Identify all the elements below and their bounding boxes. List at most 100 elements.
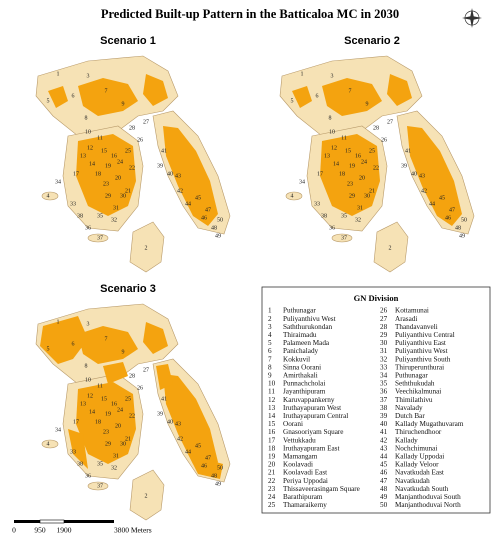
division-number: 18 [268,444,276,452]
division-number: 49 [380,493,388,501]
map-label: 47 [449,207,455,213]
division-number: 38 [380,404,388,412]
division-number: 22 [268,477,276,485]
map-label: 16 [355,153,361,159]
map-label: 18 [339,171,345,177]
map-label: 39 [157,411,163,417]
division-name: Thandavanveli [395,323,438,331]
legend-title: GN Division [354,293,399,303]
map-label: 26 [137,385,143,391]
division-name: Navatkudah East [395,469,444,477]
division-number: 8 [268,363,272,371]
scale-label: 0 [12,526,16,535]
map-label: 14 [89,409,95,415]
map-label: 3 [331,73,334,79]
division-number: 30 [380,339,388,347]
division-number: 5 [268,339,272,347]
division-name: Navalady [395,404,423,412]
map-label: 13 [324,153,330,159]
map-label: 39 [157,163,163,169]
map-label: 3 [87,73,90,79]
map-label: 2 [145,493,148,499]
north-arrow [462,8,482,28]
map-label: 37 [97,483,103,489]
map-label: 6 [72,341,75,347]
map-label: 43 [175,173,181,179]
map-label: 19 [105,411,111,417]
map-label: 45 [195,443,201,449]
division-number: 34 [380,371,388,379]
division-name: Puthunagar [283,307,316,315]
division-name: Iruthayapuram East [283,444,339,452]
division-name: Koolavadi East [283,469,327,477]
map-label: 20 [115,423,121,429]
map-label: 19 [349,163,355,169]
map-label: 23 [103,429,109,435]
map-label: 50 [217,465,223,471]
map-label: 48 [211,473,217,479]
map-label: 48 [211,225,217,231]
map-label: 41 [161,396,167,402]
map-label: 15 [345,148,351,154]
map-label: 11 [97,135,103,141]
map-label: 33 [314,201,320,207]
map-label: 47 [205,207,211,213]
map-label: 43 [175,421,181,427]
division-number: 14 [268,412,276,420]
map-label: 42 [421,188,427,194]
division-number: 25 [268,501,276,509]
map-label: 3 [87,321,90,327]
map-label: 11 [341,135,347,141]
division-name: Puliyanthivu West [395,347,448,355]
map-label: 11 [97,383,103,389]
map-label: 7 [105,336,108,342]
map-label: 36 [85,473,91,479]
division-number: 20 [268,461,276,469]
map-label: 27 [143,367,149,373]
map-label: 5 [47,98,50,104]
division-name: Periya Uppodai [283,477,328,485]
division-name: Seththukudah [395,380,435,388]
map-label: 26 [381,137,387,143]
map-label: 39 [401,163,407,169]
map-label: 35 [97,461,103,467]
map-label: 45 [439,195,445,201]
map-label: 12 [87,393,93,399]
map-label: 31 [113,453,119,459]
division-name: Kallady Veloor [395,461,439,469]
division-name: Nochchimunai [395,444,437,452]
division-number: 40 [380,420,388,428]
division-name: Navatkudah South [395,485,449,493]
scenario-label: Scenario 2 [344,35,400,47]
map-label: 44 [185,201,191,207]
division-number: 46 [380,469,388,477]
map-label: 12 [331,145,337,151]
division-number: 43 [380,444,388,452]
division-number: 45 [380,461,388,469]
division-name: Thiruperunthurai [395,363,444,371]
legend: GN Division 1 Puthunagar 2 Puliyanthivu Wes… [261,286,491,514]
map-label: 25 [369,148,375,154]
division-name: Sinna Oorani [283,363,321,371]
map-label: 32 [111,217,117,223]
map-label: 12 [87,145,93,151]
map-label: 47 [205,455,211,461]
division-name: Arasadi [395,315,417,323]
map-label: 1 [57,71,60,77]
map-label: 30 [120,441,126,447]
division-name: Gnasooriyam Square [283,428,343,436]
map-label: 49 [215,233,221,239]
map-label: 17 [73,419,79,425]
map-label: 43 [419,173,425,179]
division-number: 27 [380,315,388,323]
map-label: 5 [291,98,294,104]
map-label: 24 [361,159,367,165]
division-name: Thiraimadu [283,331,317,339]
division-name: Saththurukondan [283,323,333,331]
division-name: Thissaveerasingam Square [283,485,360,493]
division-number: 31 [380,347,388,355]
division-name: Vettukkadu [283,436,316,444]
division-name: Kallady Uppodai [395,452,444,460]
map-label: 10 [85,129,91,135]
map-label: 42 [177,188,183,194]
